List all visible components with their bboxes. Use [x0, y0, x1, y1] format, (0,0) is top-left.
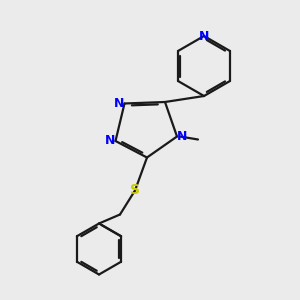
- Text: N: N: [114, 97, 124, 110]
- Text: N: N: [199, 29, 209, 43]
- Text: S: S: [130, 184, 140, 197]
- Text: N: N: [105, 134, 116, 148]
- Text: N: N: [177, 130, 187, 143]
